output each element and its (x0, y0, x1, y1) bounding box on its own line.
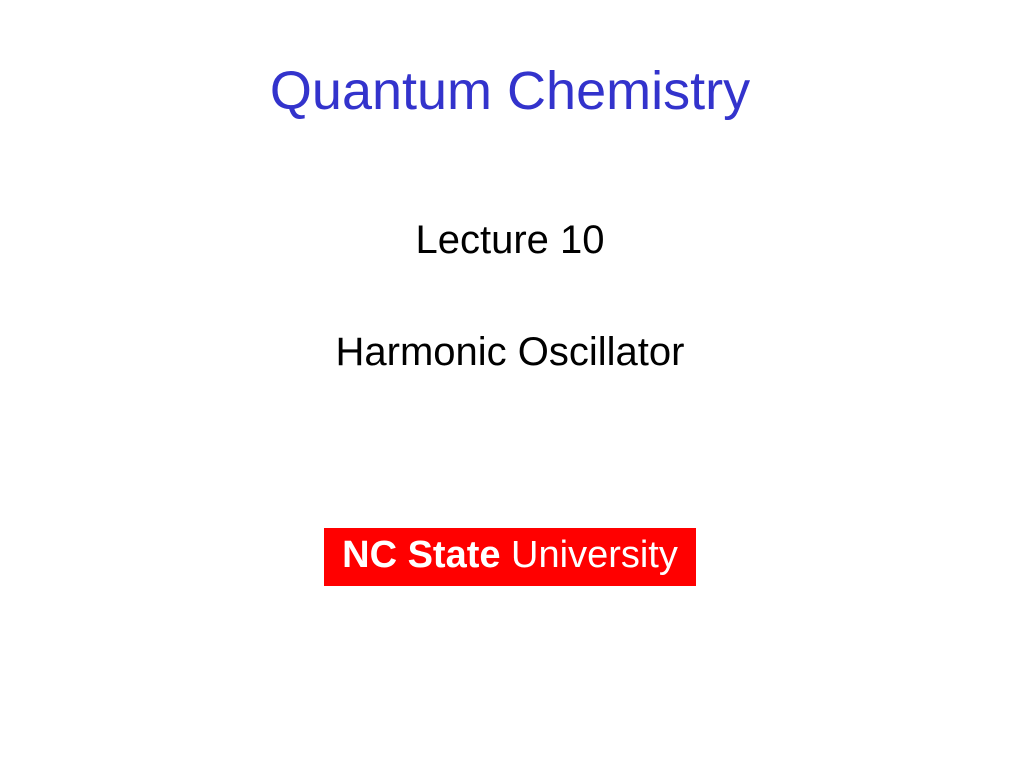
lecture-topic: Harmonic Oscillator (0, 330, 1020, 375)
logo-light-text: University (501, 534, 678, 576)
logo-container: NC State University (0, 528, 1020, 586)
ncstate-logo: NC State University (324, 528, 696, 586)
logo-bold-text: NC State (342, 534, 500, 576)
slide-title: Quantum Chemistry (0, 60, 1020, 122)
lecture-number: Lecture 10 (0, 218, 1020, 263)
